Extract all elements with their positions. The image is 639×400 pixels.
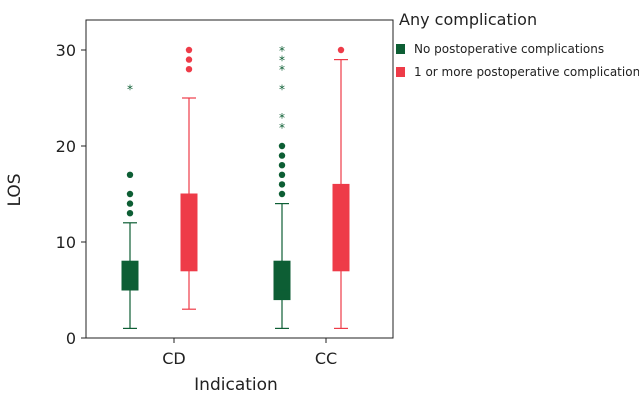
outlier-point-0-0-3 (126, 171, 134, 178)
box-0-1: ****** (273, 44, 291, 329)
iqr-box-0-0 (121, 260, 139, 291)
extreme-point-0-1-4: * (279, 54, 285, 68)
x-tick-label-0: CD (162, 349, 186, 368)
y-tick-label-0: 0 (66, 329, 76, 348)
extreme-point-0-0-0: * (127, 82, 133, 96)
iqr-box-1-1 (332, 183, 350, 272)
x-axis-title: Indication (194, 375, 278, 395)
legend-label-0: No postoperative complications (414, 42, 604, 56)
axes: 0 10 20 30 CD CC (56, 19, 394, 368)
box-1-1 (332, 46, 350, 329)
outlier-point-1-1-0 (337, 46, 345, 54)
outlier-point-0-1-5 (278, 142, 286, 150)
outlier-point-1-0-2 (185, 46, 193, 54)
legend-swatch-0 (396, 44, 405, 54)
outlier-point-0-1-4 (278, 152, 286, 159)
y-tick-label-3: 30 (56, 41, 76, 60)
y-tick-label-1: 10 (56, 233, 76, 252)
outlier-point-0-1-3 (278, 162, 286, 169)
y-tick-label-2: 20 (56, 137, 76, 156)
outlier-point-1-0-1 (185, 56, 193, 63)
outlier-point-0-0-1 (126, 200, 134, 207)
outlier-point-0-0-2 (126, 190, 134, 198)
plot-frame (85, 19, 394, 339)
box-0-0: * (121, 82, 139, 329)
iqr-box-0-1 (273, 260, 291, 301)
plot-area: ******* (121, 44, 350, 329)
y-axis-title: LOS (5, 173, 25, 206)
iqr-box-1-0 (180, 193, 198, 272)
extreme-point-0-1-3: * (279, 63, 285, 77)
legend: Any complication No postoperative compli… (396, 10, 639, 79)
extreme-point-0-1-1: * (279, 111, 285, 125)
legend-title: Any complication (399, 10, 537, 29)
outlier-point-1-0-0 (185, 66, 193, 73)
legend-label-1: 1 or more postoperative complications (414, 65, 639, 79)
outlier-point-0-0-0 (126, 210, 134, 217)
x-tick-label-1: CC (315, 349, 337, 368)
extreme-point-0-1-2: * (279, 82, 285, 96)
outlier-point-0-1-0 (278, 190, 286, 198)
extreme-point-0-1-5: * (279, 44, 285, 58)
extreme-point-0-1-0: * (279, 121, 285, 135)
legend-swatch-1 (396, 67, 405, 77)
box-1-0 (180, 46, 198, 310)
outlier-point-0-1-1 (278, 181, 286, 188)
outlier-point-0-1-2 (278, 171, 286, 178)
